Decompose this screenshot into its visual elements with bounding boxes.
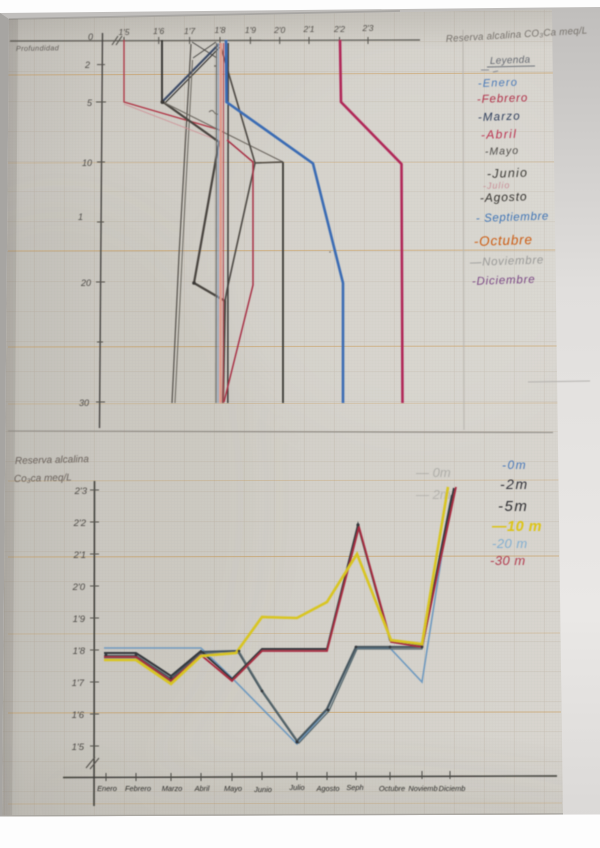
svg-text:Abril: Abril bbox=[194, 784, 210, 793]
svg-text:Febrero: Febrero bbox=[125, 784, 151, 793]
svg-text:Julio: Julio bbox=[288, 783, 304, 792]
svg-text:—Noviembre: —Noviembre bbox=[469, 254, 544, 269]
svg-text:— 0m: — 0m bbox=[415, 465, 451, 480]
svg-text:Co₃ca meq/L: Co₃ca meq/L bbox=[14, 472, 72, 485]
svg-text:-0m: -0m bbox=[502, 458, 527, 472]
svg-text:-Octubre: -Octubre bbox=[474, 232, 533, 249]
svg-text:Reserva alcalina: Reserva alcalina bbox=[15, 454, 90, 467]
svg-text:5: 5 bbox=[87, 98, 93, 108]
svg-text:Noviemb: Noviemb bbox=[408, 784, 437, 793]
svg-text:-2m: -2m bbox=[500, 476, 529, 492]
svg-text:1'8: 1'8 bbox=[214, 25, 225, 35]
svg-text:Profundidad: Profundidad bbox=[16, 43, 60, 53]
svg-text:-30 m: -30 m bbox=[490, 553, 526, 568]
svg-text:Diciemb: Diciemb bbox=[439, 784, 466, 793]
svg-text:-Febrero: -Febrero bbox=[477, 92, 529, 106]
svg-text:1'7: 1'7 bbox=[72, 678, 85, 689]
svg-text:1'7: 1'7 bbox=[184, 26, 195, 36]
svg-text:2'0: 2'0 bbox=[273, 25, 285, 35]
svg-text:2'3: 2'3 bbox=[361, 23, 373, 33]
svg-text:Seph: Seph bbox=[346, 783, 363, 792]
svg-text:Mayo: Mayo bbox=[224, 784, 242, 793]
svg-text:2'1: 2'1 bbox=[302, 24, 314, 34]
svg-text:1: 1 bbox=[78, 212, 83, 222]
svg-text:2'0: 2'0 bbox=[72, 582, 86, 593]
svg-text:10: 10 bbox=[82, 158, 92, 168]
svg-text:-Junio: -Junio bbox=[487, 166, 529, 181]
svg-text:-Agosto: -Agosto bbox=[480, 189, 528, 205]
svg-text:20: 20 bbox=[80, 278, 91, 288]
svg-text:0: 0 bbox=[88, 32, 93, 42]
svg-text:1'5: 1'5 bbox=[72, 742, 85, 753]
svg-text:-Marzo: -Marzo bbox=[478, 111, 521, 124]
svg-text:Agosto: Agosto bbox=[315, 784, 339, 793]
svg-text:1'9: 1'9 bbox=[245, 25, 256, 35]
svg-text:2'3: 2'3 bbox=[74, 486, 88, 497]
svg-text:2'2: 2'2 bbox=[73, 518, 87, 529]
svg-text:—10 m: —10 m bbox=[491, 519, 542, 535]
svg-text:-5m: -5m bbox=[498, 498, 528, 515]
svg-text:Marzo: Marzo bbox=[162, 784, 183, 793]
svg-text:Octubre: Octubre bbox=[379, 784, 405, 793]
svg-text:1'8: 1'8 bbox=[73, 646, 86, 657]
svg-text:— 2m: — 2m bbox=[415, 487, 451, 502]
svg-text:-20 m: -20 m bbox=[492, 536, 528, 551]
svg-text:Leyenda: Leyenda bbox=[490, 55, 531, 67]
svg-text:-Diciembre: -Diciembre bbox=[472, 274, 536, 288]
svg-text:2: 2 bbox=[84, 60, 90, 70]
svg-text:2'1: 2'1 bbox=[73, 550, 86, 561]
svg-text:Junio: Junio bbox=[253, 785, 272, 794]
svg-text:-Julio: -Julio bbox=[483, 180, 511, 191]
svg-text:1'5: 1'5 bbox=[118, 27, 129, 37]
svg-text:- Septiembre: - Septiembre bbox=[476, 210, 549, 225]
svg-text:1'9: 1'9 bbox=[73, 614, 86, 625]
svg-text:-Abril: -Abril bbox=[481, 127, 518, 142]
svg-text:1'6: 1'6 bbox=[153, 26, 164, 36]
svg-text:1'6: 1'6 bbox=[72, 710, 85, 721]
svg-text:Enero: Enero bbox=[97, 784, 117, 793]
svg-text:-Mayo: -Mayo bbox=[485, 145, 520, 158]
svg-text:30: 30 bbox=[79, 398, 89, 408]
svg-text:2'2: 2'2 bbox=[333, 24, 345, 34]
svg-text:-Enero: -Enero bbox=[478, 77, 519, 90]
